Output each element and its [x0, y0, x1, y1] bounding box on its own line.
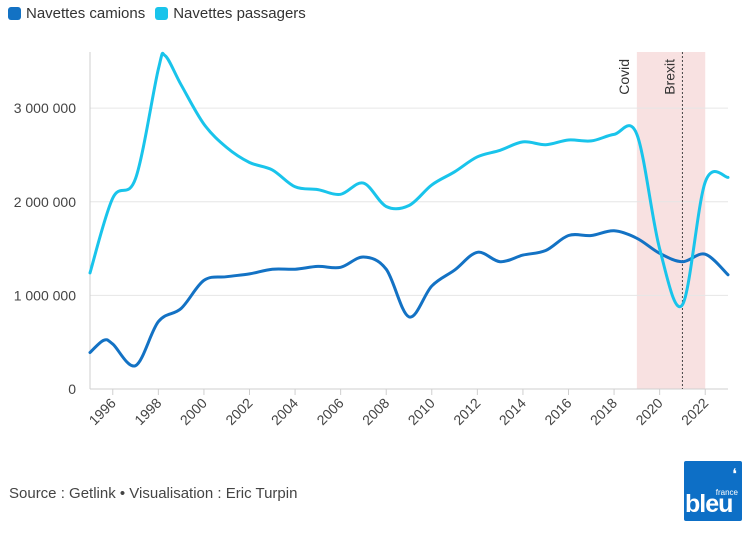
- x-tick-label: 2012: [450, 395, 483, 428]
- legend-item-camions[interactable]: Navettes camions: [8, 5, 145, 22]
- x-tick-label: 2010: [405, 395, 438, 428]
- x-tick-label: 2014: [496, 395, 529, 428]
- y-tick-label: 0: [68, 381, 76, 397]
- annotation-label-brexit: Brexit: [661, 59, 677, 95]
- source-credit: Source : Getlink • Visualisation : Eric …: [9, 485, 298, 502]
- x-tick-label: 2016: [541, 395, 574, 428]
- y-tick-label: 2 000 000: [14, 194, 76, 210]
- x-tick-label: 2018: [587, 395, 620, 428]
- x-tick-label: 1998: [131, 395, 164, 428]
- legend-swatch-passagers: [155, 7, 169, 20]
- x-tick-label: 2008: [359, 395, 392, 428]
- annotation-label-covid: Covid: [616, 59, 632, 95]
- y-tick-label: 3 000 000: [14, 100, 76, 116]
- series-line-camions: [88, 229, 730, 368]
- legend-label-camions: Navettes camions: [26, 5, 146, 22]
- x-tick-label: 2020: [632, 395, 665, 428]
- legend: Navettes camions Navettes passagers: [8, 5, 306, 22]
- logo-main-text: bleu: [685, 490, 733, 518]
- x-tick-label: 2022: [678, 395, 711, 428]
- series-line-passagers: [88, 51, 730, 309]
- x-tick-label: 2004: [268, 395, 301, 428]
- y-tick-label: 1 000 000: [14, 287, 76, 303]
- x-tick-label: 1996: [86, 395, 119, 428]
- legend-swatch-camions: [8, 7, 21, 20]
- logo-small-text: france: [715, 488, 738, 497]
- x-tick-label: 2006: [313, 395, 346, 428]
- legend-label-passagers: Navettes passagers: [173, 5, 306, 22]
- france-bleu-logo[interactable]: ❛ france bleu: [684, 461, 742, 521]
- x-tick-label: 2000: [177, 395, 210, 428]
- legend-item-passagers[interactable]: Navettes passagers: [155, 5, 306, 22]
- logo-mark-icon: ❛: [732, 466, 737, 483]
- covid-shaded-region: [636, 52, 706, 389]
- x-tick-label: 2002: [222, 395, 255, 428]
